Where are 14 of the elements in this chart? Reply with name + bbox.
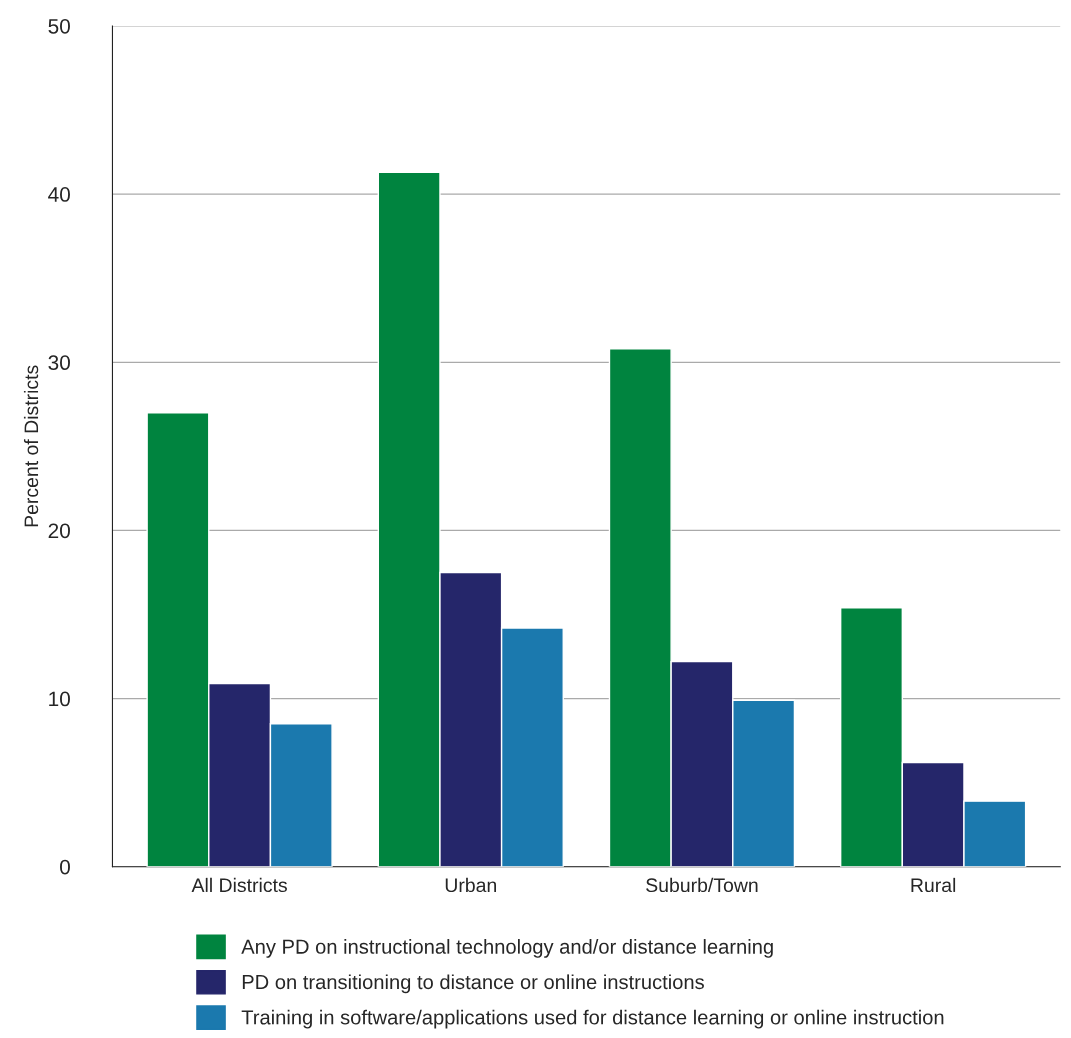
y-tick-label: 20 — [48, 523, 70, 539]
y-tick-label: 10 — [49, 691, 70, 707]
x-tick-label: Rural — [911, 877, 956, 893]
legend-label: Training in software/applications used for distance learning or online instruction — [241, 1009, 944, 1029]
y-tick-label: 30 — [48, 355, 70, 371]
y-axis-title: Percent of Districts — [23, 365, 39, 527]
y-tick-label: 50 — [48, 18, 70, 34]
y-tick-label: 40 — [48, 187, 70, 202]
x-tick-label: Urban — [445, 877, 496, 893]
x-tick-label: All Districts — [191, 877, 287, 893]
legend-label: PD on transitioning to distance or online instructions — [242, 974, 704, 994]
x-tick-label: Suburb/Town — [646, 877, 758, 893]
y-tick-label: 0 — [60, 859, 70, 875]
legend-label: Any PD on instructional technology and/or distance learning — [241, 939, 773, 958]
